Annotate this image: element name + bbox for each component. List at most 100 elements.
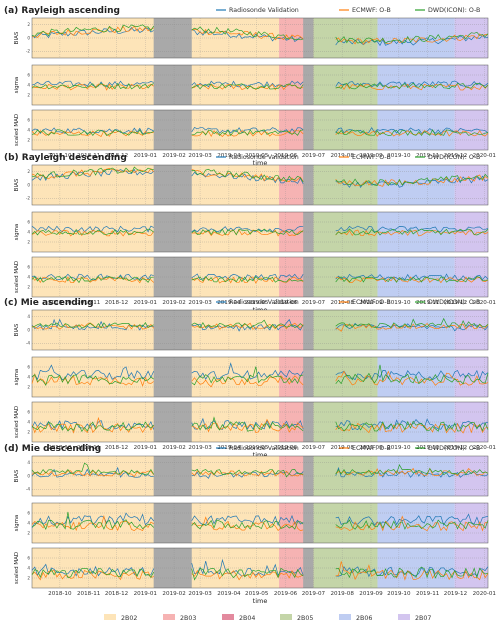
y-tick-label: 2	[27, 429, 30, 434]
series-line-1	[191, 469, 304, 477]
panel-title: (d) Mie descending	[4, 444, 101, 454]
x-tick-label: 2020-01	[473, 445, 497, 451]
series-line-0	[31, 364, 155, 381]
series-line-2	[31, 374, 154, 387]
y-tick-label: 4	[27, 127, 30, 132]
phase-label: 2B07	[415, 615, 431, 622]
x-tick-label: 2019-05	[245, 445, 269, 451]
y-axis-label: sigma	[14, 515, 20, 532]
series-line-1	[335, 83, 489, 91]
y-axis-label: BIAS	[14, 323, 20, 336]
x-tick-label: 2019-02	[162, 300, 185, 306]
x-tick-label: 2019-09	[359, 153, 383, 159]
y-tick-label: 6	[27, 117, 30, 122]
x-tick-label: 2019-12	[444, 153, 467, 159]
series-line-1	[31, 373, 154, 387]
series-line-2	[191, 366, 304, 386]
series-line-0	[31, 127, 154, 134]
x-tick-label: 2019-10	[387, 445, 411, 451]
legend-label-1: ECMWF: O-B	[352, 7, 391, 14]
series-line-2	[31, 567, 155, 579]
y-tick-label: 6	[27, 409, 30, 414]
series-line-0	[191, 273, 304, 281]
series-line-2	[191, 319, 304, 329]
y-tick-label: 4	[27, 520, 30, 525]
subplot-sigma: 2 4 6 sigma	[14, 211, 489, 253]
phase-swatch-2B07	[398, 614, 410, 620]
phase-band-2B03	[279, 456, 304, 496]
phase-band-2B03	[279, 165, 304, 205]
series-line-0	[31, 512, 154, 529]
series-line-2	[335, 364, 489, 385]
y-tick-label: 2	[27, 575, 30, 580]
y-tick-label: 6	[27, 510, 30, 515]
series-line-2	[191, 26, 304, 41]
x-tick-label: 2018-11	[77, 153, 101, 159]
series-line-1	[31, 168, 154, 180]
series-line-2	[191, 83, 304, 90]
x-tick-label: 2019-01	[134, 445, 158, 451]
x-tick-label: 2019-07	[302, 300, 326, 306]
legend-label-2: DWD(ICON): O-B	[428, 299, 480, 306]
x-tick-label: 2019-10	[387, 591, 411, 597]
phase-swatch-2B05	[280, 614, 292, 620]
x-tick-label: 2019-04	[217, 300, 241, 306]
phase-band-2B05	[313, 402, 378, 442]
series-line-1	[31, 276, 154, 284]
x-tick-label: 2019-01	[134, 591, 158, 597]
x-axis-label: time	[253, 451, 268, 459]
series-line-2	[191, 519, 304, 530]
phase-swatch-2B04	[222, 614, 234, 620]
series-line-2	[31, 24, 154, 37]
x-tick-label: 2019-02	[162, 445, 185, 451]
series-line-2	[31, 421, 154, 432]
y-tick-label: 4	[27, 314, 30, 319]
series-line-0	[335, 127, 489, 134]
subplot-scaled-mad: 2 4 6 scaled MAD 2018-10 2018-11 2018-12 2019-0…	[14, 547, 496, 605]
y-tick-label: 0	[27, 35, 30, 40]
series-line-2	[191, 416, 304, 432]
x-tick-label: 2019-01	[134, 153, 158, 159]
y-axis-label: scaled MAD	[14, 552, 20, 584]
x-tick-label: 2019-07	[302, 591, 326, 597]
y-tick-label: 4	[27, 374, 30, 379]
x-tick-label: 2018-12	[105, 153, 128, 159]
phase-band-2B03	[279, 548, 304, 588]
series-line-1	[191, 83, 304, 91]
y-axis-label: sigma	[14, 369, 20, 386]
y-axis-label: scaled MAD	[14, 114, 20, 146]
y-tick-label: 4	[27, 82, 30, 87]
subplot-bias: -2 0 2 BIAS	[14, 164, 489, 206]
series-line-1	[335, 130, 489, 137]
series-line-1	[335, 323, 489, 332]
series-line-2	[191, 228, 304, 236]
series-line-1	[191, 28, 304, 41]
x-tick-label: 2019-06	[274, 300, 298, 306]
y-axis-label: sigma	[14, 77, 20, 94]
phase-band-2B05	[313, 310, 378, 350]
series-line-0	[191, 362, 304, 380]
series-line-1	[335, 33, 489, 46]
subplot-frame	[31, 401, 489, 443]
y-tick-label: 4	[27, 460, 30, 465]
x-tick-label: 2018-12	[105, 445, 128, 451]
panel-c: (c) Mie ascending Radiosonde Validation EC…	[4, 298, 496, 459]
y-axis-label: sigma	[14, 224, 20, 241]
panel-title: (a) Rayleigh ascending	[4, 6, 120, 16]
series-line-2	[335, 420, 489, 432]
y-tick-label: 0	[27, 327, 30, 332]
y-tick-label: 2	[27, 239, 30, 244]
y-axis-label: BIAS	[14, 469, 20, 482]
series-line-2	[31, 228, 154, 236]
panel-title: (c) Mie ascending	[4, 298, 94, 308]
y-tick-label: 6	[27, 364, 30, 369]
subplot-scaled-mad: 2 4 6 scaled MAD 2018-10 2018-11 2018-12 2019-0…	[14, 109, 496, 167]
y-axis-label: scaled MAD	[14, 406, 20, 438]
x-tick-label: 2019-07	[302, 445, 326, 451]
y-tick-label: 4	[27, 565, 30, 570]
phase-label: 2B02	[121, 615, 137, 622]
y-tick-label: 4	[27, 274, 30, 279]
series-line-1	[191, 276, 304, 284]
y-tick-label: 4	[27, 419, 30, 424]
y-tick-label: 2	[27, 284, 30, 289]
